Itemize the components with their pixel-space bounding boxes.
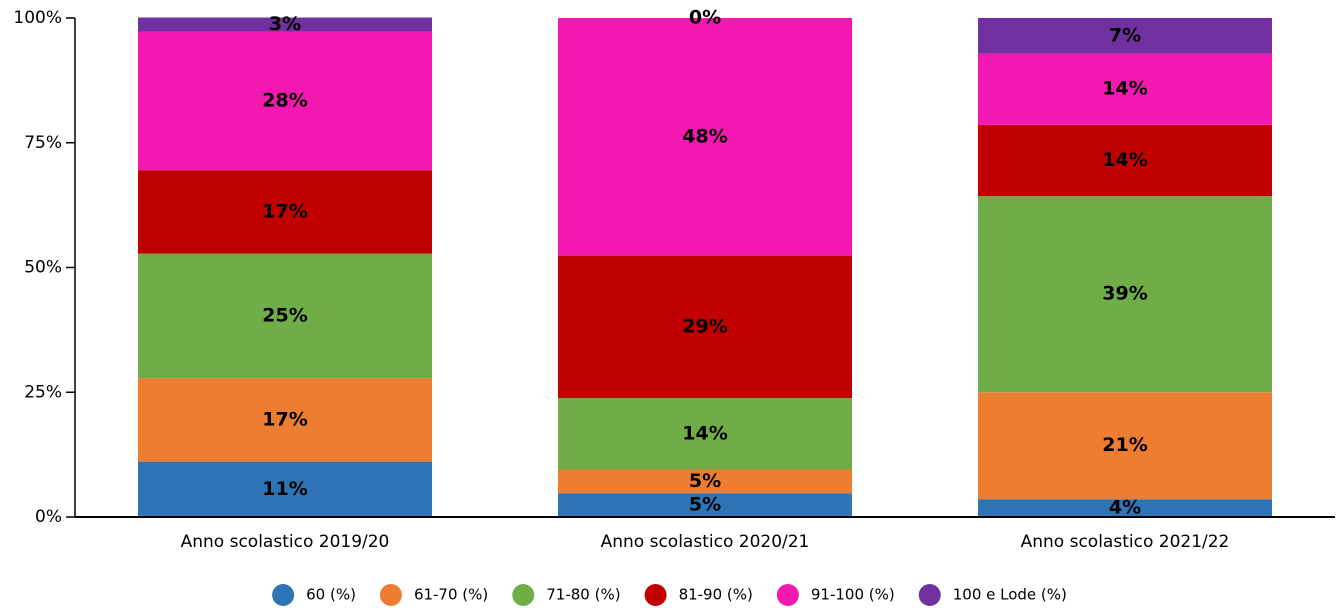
- y-tick-label: 25%: [24, 382, 62, 402]
- legend-label: 71-80 (%): [546, 586, 620, 604]
- value-label: 29%: [682, 315, 727, 337]
- legend-marker: [512, 584, 535, 606]
- bar-segment: [978, 499, 1272, 517]
- value-label: 21%: [1102, 434, 1147, 456]
- value-label: 4%: [1109, 497, 1141, 519]
- y-tick-label: 50%: [24, 258, 62, 278]
- y-tick-label: 75%: [24, 133, 62, 153]
- bar-segment: [138, 378, 432, 462]
- bar-segment: [978, 196, 1272, 393]
- value-label: 14%: [1102, 78, 1147, 100]
- bar-segment: [978, 392, 1272, 500]
- value-label: 17%: [262, 408, 307, 430]
- x-tick-label: Anno scolastico 2020/21: [601, 532, 810, 552]
- x-tick-label: Anno scolastico 2021/22: [1021, 532, 1230, 552]
- value-label: 14%: [682, 422, 727, 444]
- legend-marker: [918, 584, 941, 606]
- x-tick-label: Anno scolastico 2019/20: [181, 532, 390, 552]
- y-tick-label: 100%: [13, 8, 62, 28]
- value-label: 17%: [262, 200, 307, 222]
- value-label: 28%: [262, 89, 307, 111]
- value-label: 3%: [269, 13, 301, 35]
- value-label: 0%: [689, 7, 721, 29]
- value-label: 14%: [1102, 149, 1147, 171]
- value-label: 39%: [1102, 283, 1147, 305]
- legend-label: 100 e Lode (%): [953, 586, 1067, 604]
- value-label: 11%: [262, 478, 307, 500]
- legend-label: 91-100 (%): [811, 586, 895, 604]
- bar-segment: [558, 493, 852, 517]
- bar-segment: [558, 469, 852, 494]
- value-label: 48%: [682, 125, 727, 147]
- value-label: 7%: [1109, 24, 1141, 46]
- legend-marker: [272, 584, 295, 606]
- bar-segment: [558, 398, 852, 470]
- legend-label: 81-90 (%): [679, 586, 753, 604]
- legend-marker: [644, 584, 667, 606]
- bar-segment: [978, 53, 1272, 125]
- value-label: 25%: [262, 304, 307, 326]
- bar-segment: [138, 253, 432, 379]
- bar-segment: [138, 461, 432, 517]
- bar-segment: [978, 17, 1272, 54]
- legend-label: 60 (%): [306, 586, 356, 604]
- y-tick-label: 0%: [35, 507, 62, 527]
- bar-segment: [978, 124, 1272, 197]
- bar-segment: [138, 17, 432, 32]
- legend-marker: [379, 584, 402, 606]
- bar-segment: [558, 18, 852, 256]
- value-label: 5%: [689, 494, 721, 516]
- bar-segment: [138, 31, 432, 171]
- bar-segment: [558, 255, 852, 399]
- value-label: 5%: [689, 470, 721, 492]
- bar-segment: [138, 170, 432, 254]
- legend-marker: [776, 584, 799, 606]
- legend-label: 61-70 (%): [414, 586, 488, 604]
